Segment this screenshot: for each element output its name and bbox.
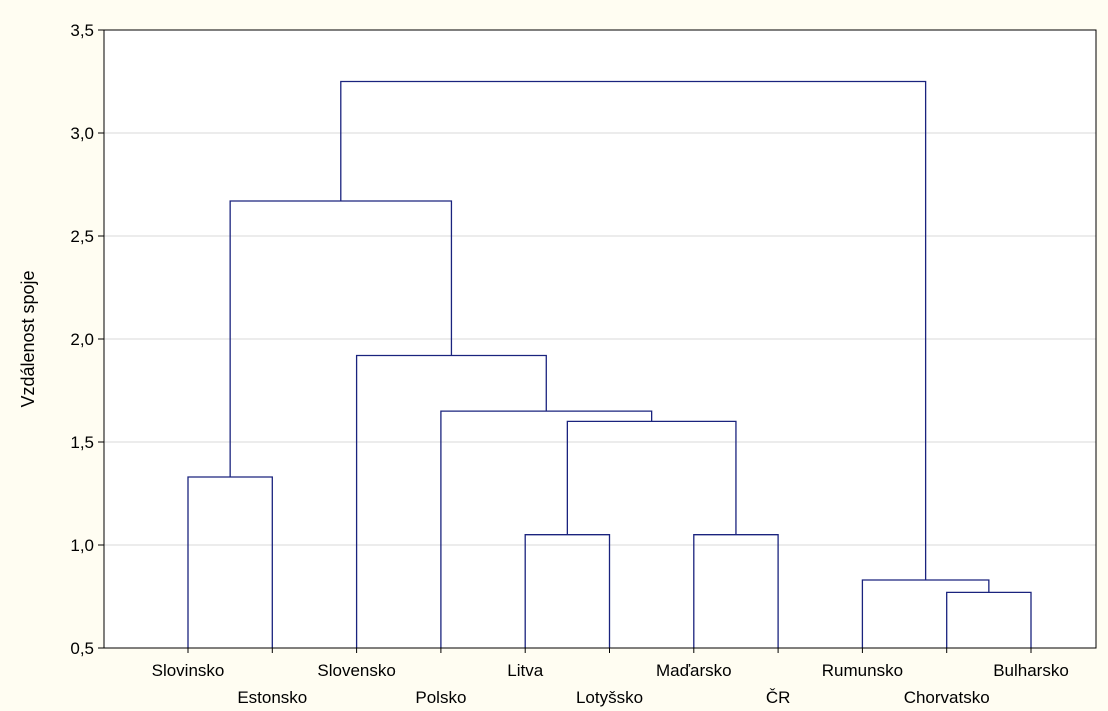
- y-tick-label: 1,0: [70, 536, 94, 555]
- leaf-label: Bulharsko: [993, 661, 1069, 680]
- y-tick-label: 1,5: [70, 433, 94, 452]
- x-axis-leaf-labels: Slovinsko Estonsko Slovensko Polsko Litva Lot…: [152, 648, 1069, 707]
- leaf-label: Maďarsko: [656, 661, 732, 680]
- leaf-label: Litva: [507, 661, 543, 680]
- y-tick-label: 0,5: [70, 639, 94, 658]
- gridlines: [104, 132, 1096, 546]
- leaf-label: Estonsko: [237, 688, 307, 707]
- leaf-label: Slovensko: [317, 661, 395, 680]
- leaf-label: Polsko: [415, 688, 466, 707]
- leaf-label: Chorvatsko: [904, 688, 990, 707]
- y-tick-label: 2,5: [70, 227, 94, 246]
- leaf-label: ČR: [766, 688, 791, 707]
- dendrogram-link: [340, 80, 927, 581]
- y-tick-label: 3,5: [70, 21, 94, 40]
- leaf-label: Rumunsko: [822, 661, 903, 680]
- y-axis-ticks: 0,5 1,0 1,5 2,0 2,5 3,0 3,5: [70, 21, 104, 658]
- y-tick-label: 3,0: [70, 124, 94, 143]
- dendrogram-branches: [187, 80, 1032, 648]
- leaf-label: Lotyšsko: [576, 688, 643, 707]
- y-tick-label: 2,0: [70, 330, 94, 349]
- leaf-label: Slovinsko: [152, 661, 225, 680]
- y-axis-title: Vzdálenost spoje: [18, 270, 38, 407]
